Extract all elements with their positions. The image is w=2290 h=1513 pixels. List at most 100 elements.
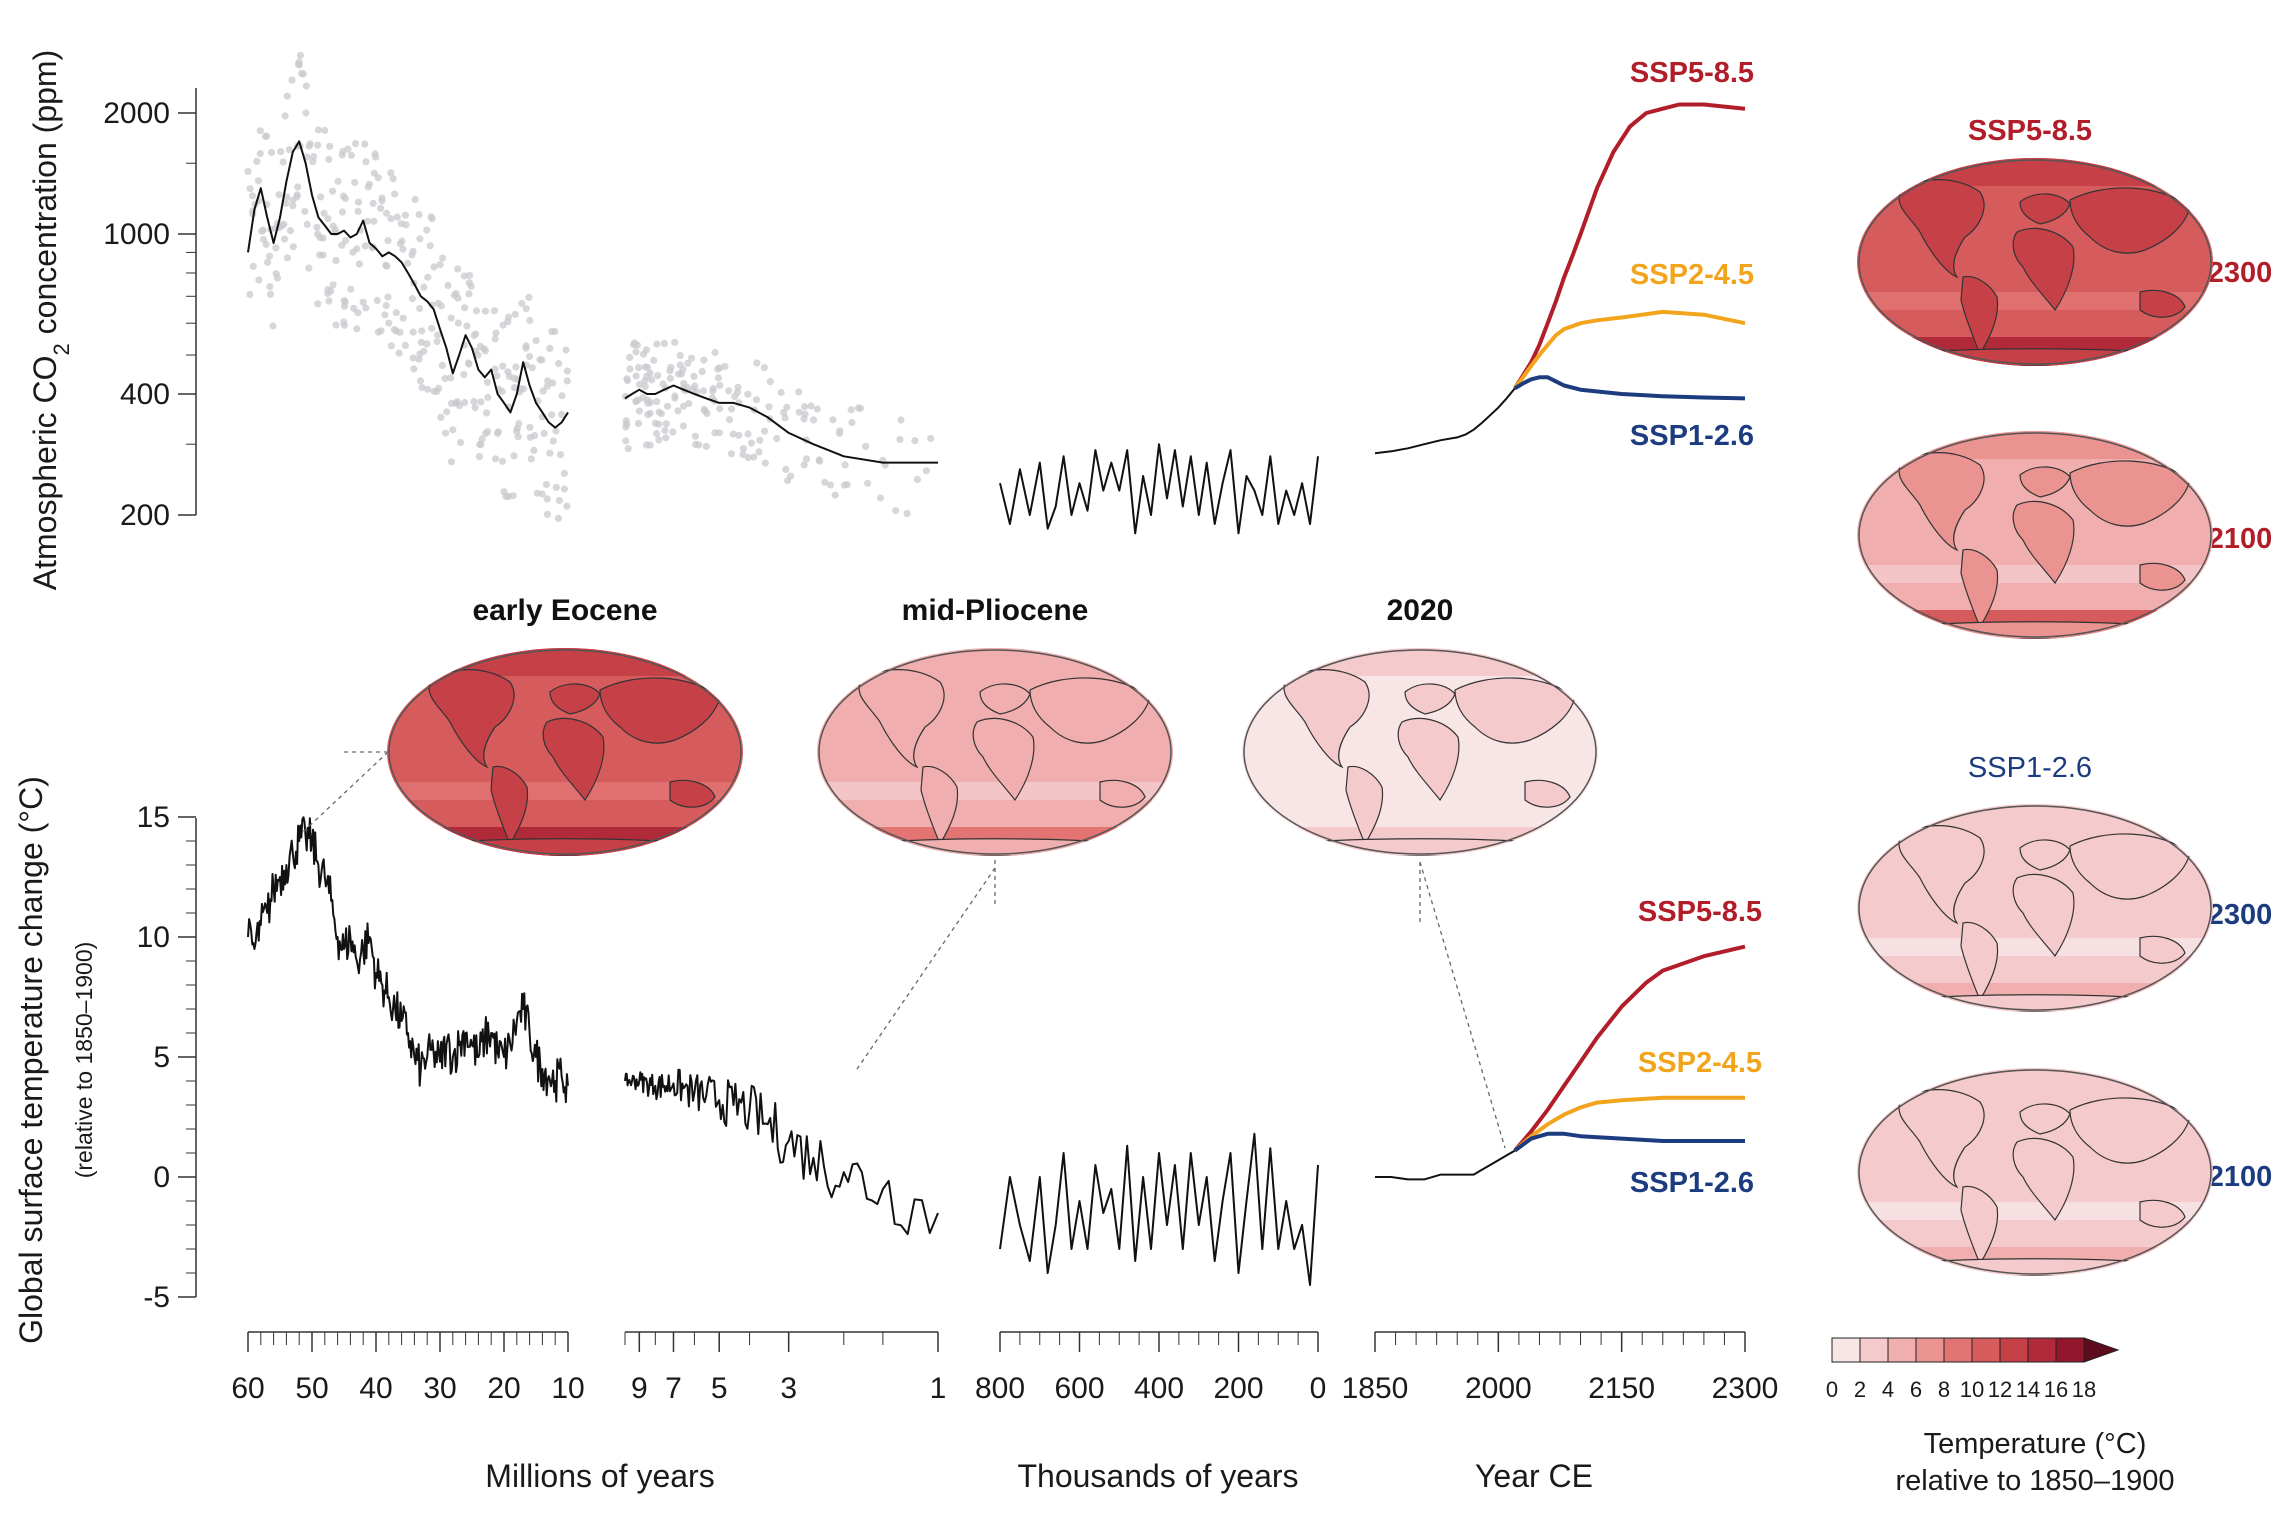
co2-proxy-point — [299, 70, 307, 78]
x-tick-label: 200 — [1213, 1372, 1263, 1405]
co2-proxy-point — [460, 272, 468, 280]
co2-proxy-point — [280, 235, 289, 243]
co2-proxy-point — [286, 227, 294, 235]
co2-proxy-point — [391, 190, 399, 198]
co2-proxy-point — [543, 382, 551, 390]
co2-proxy-point — [385, 319, 393, 327]
co2-proxy-point — [843, 481, 851, 489]
co2-proxy-point — [635, 364, 643, 372]
co2-proxy-point — [725, 416, 734, 424]
co2-proxy-point — [666, 374, 675, 383]
co2-proxy-point — [735, 431, 743, 439]
co2-proxy-point — [543, 495, 551, 503]
co2-proxy-point — [461, 304, 469, 312]
co2-proxy-point — [399, 245, 407, 253]
co2-proxy-point — [248, 192, 256, 200]
co2-proxy-point — [416, 377, 425, 385]
co2-proxy-point — [354, 309, 362, 317]
co2-proxy-point — [543, 510, 552, 518]
co2-proxy-point — [739, 450, 747, 459]
co2-proxy-point — [557, 451, 565, 459]
co2-proxy-point — [716, 364, 724, 372]
co2-proxy-point — [691, 432, 700, 440]
co2-proxy-point — [655, 436, 663, 444]
co2-proxy-point — [552, 427, 560, 435]
co2-tick-label: 200 — [120, 499, 170, 532]
co2-proxy-point — [663, 402, 672, 410]
colorbar-title: Temperature (°C) — [1924, 1428, 2147, 1460]
co2-proxy-point — [703, 409, 711, 418]
co2-proxy-point — [261, 132, 270, 140]
co2-proxy-point — [352, 140, 360, 148]
co2-proxy-point — [655, 408, 663, 416]
co2-proxy-point — [653, 340, 661, 348]
co2-proxy-point — [752, 396, 761, 404]
co2-proxy-point — [256, 127, 264, 135]
co2-proxy-point — [302, 109, 310, 117]
colorbar-swatch — [1971, 1337, 2001, 1363]
co2-proxy-point — [847, 406, 855, 414]
co2-proxy-point — [423, 226, 431, 234]
co2-proxy-point — [244, 168, 252, 176]
co2-proxy-point — [387, 215, 395, 223]
co2-proxy-point — [447, 314, 455, 322]
co2-proxy-point — [549, 379, 557, 387]
co2-proxy-point — [711, 348, 719, 357]
co2-proxy-point — [716, 381, 724, 389]
co2-proxy-point — [802, 455, 811, 463]
co2-proxy-point — [549, 437, 557, 445]
co2-proxy-point — [563, 367, 572, 375]
co2-proxy-point — [437, 302, 445, 310]
co2-tick-label: 2000 — [103, 97, 170, 130]
co2-proxy-point — [795, 408, 803, 416]
co2-proxy-point — [387, 169, 395, 177]
co2-proxy-point — [548, 328, 556, 336]
co2-proxy-point — [321, 126, 329, 135]
co2-proxy-point — [443, 408, 451, 416]
co2-proxy-point — [347, 285, 355, 293]
co2-proxy-point — [813, 405, 821, 413]
x-tick-label: 9 — [631, 1372, 648, 1405]
co2-line-proxy — [624, 384, 938, 464]
co2-proxy-point — [650, 356, 658, 364]
colorbar-tick-label: 6 — [1910, 1377, 1922, 1402]
colorbar-tick-label: 12 — [1988, 1377, 2012, 1402]
co2-proxy-point — [782, 465, 790, 473]
co2-proxy-point — [624, 445, 632, 453]
colorbar-swatch — [1831, 1337, 1861, 1363]
co2-proxy-point — [653, 398, 661, 406]
co2-proxy-point — [526, 423, 534, 431]
x-tick-label: 10 — [551, 1372, 584, 1405]
co2-proxy-point — [269, 322, 277, 330]
co2-proxy-point — [520, 385, 528, 393]
co2-proxy-point — [787, 472, 795, 480]
co2-proxy-point — [744, 430, 752, 438]
co2-proxy-point — [372, 153, 380, 161]
co2-proxy-point — [622, 417, 630, 425]
temp-label-ssp126: SSP1-2.6 — [1630, 1167, 1754, 1199]
co2-proxy-point — [454, 319, 462, 327]
temperature-y-axis-subtitle: (relative to 1850–1900) — [71, 942, 97, 1179]
co2-proxy-point — [483, 378, 491, 386]
co2-proxy-point — [282, 199, 290, 207]
co2-proxy-point — [558, 410, 566, 419]
co2-proxy-point — [301, 207, 309, 215]
co2-proxy-point — [504, 313, 513, 321]
co2-proxy-point — [715, 429, 723, 437]
co2-proxy-point — [325, 155, 333, 163]
temp-label-ssp245: SSP2-4.5 — [1638, 1047, 1762, 1079]
map-2020 — [1242, 648, 1598, 856]
co2-proxy-point — [409, 354, 417, 362]
map-ssp126-2100 — [1857, 1068, 2213, 1276]
co2-proxy-point — [499, 362, 507, 370]
map-ssp585-2100 — [1857, 431, 2213, 639]
co2-proxy-point — [285, 146, 293, 154]
co2-proxy-point — [623, 377, 632, 385]
co2-proxy-point — [470, 397, 478, 405]
co2-proxy-point — [626, 365, 634, 373]
co2-proxy-point — [510, 384, 518, 392]
co2-proxy-point — [927, 434, 935, 443]
co2-proxy-point — [511, 310, 519, 318]
co2-proxy-point — [416, 304, 424, 313]
co2-proxy-point — [434, 331, 442, 339]
